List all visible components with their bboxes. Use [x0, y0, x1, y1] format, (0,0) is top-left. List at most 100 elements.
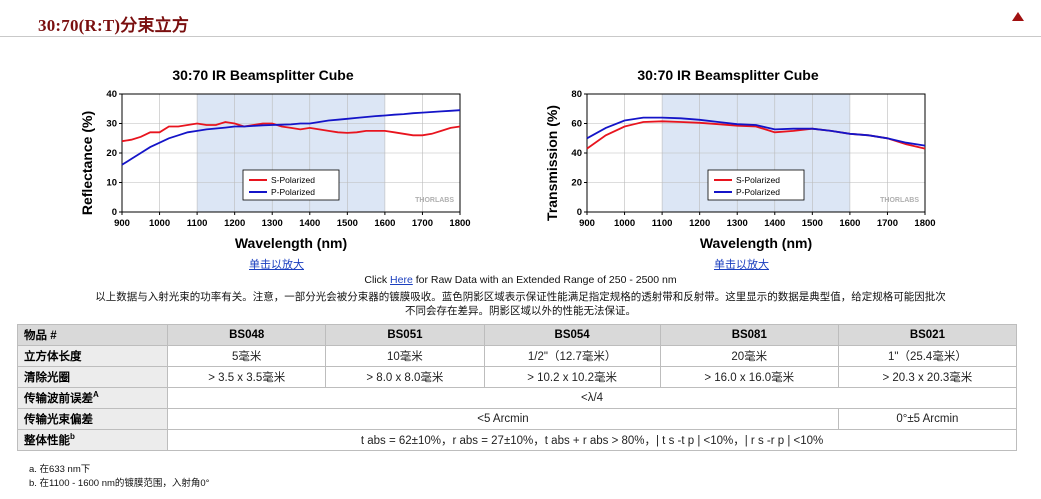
raw-data-note: Click Here for Raw Data with an Extended…	[0, 274, 1041, 286]
x-tick-label: 1300	[262, 218, 283, 229]
y-tick-label: 0	[577, 207, 582, 218]
row-label-text: 传输波前误差	[24, 393, 93, 405]
raw-data-link[interactable]: Here	[390, 274, 413, 286]
table-cell: 10毫米	[325, 345, 485, 367]
y-tick-label: 40	[106, 89, 117, 100]
chart-title: 30:70 IR Beamsplitter Cube	[637, 67, 818, 83]
x-tick-label: 900	[579, 218, 595, 229]
thorlabs-watermark: THORLABS	[415, 197, 454, 204]
y-tick-label: 60	[571, 119, 582, 130]
row-label: 整体性能b	[16, 429, 169, 451]
legend-label: P-Polarized	[271, 187, 315, 197]
legend-box	[242, 169, 340, 201]
footnote-marker: b	[70, 432, 75, 442]
table-cell: > 8.0 x 8.0毫米	[325, 366, 485, 388]
y-tick-label: 20	[106, 148, 117, 159]
table-header-cell: BS021	[837, 324, 1018, 346]
x-tick-label: 1400	[764, 218, 785, 229]
table-cell: <5 Arcmin	[167, 408, 839, 430]
legend-label: S-Polarized	[271, 175, 315, 185]
spec-table: 物品 # BS048 BS051 BS054 BS081 BS021 立方体长度…	[16, 324, 1018, 451]
y-axis-label: Transmission (%)	[544, 105, 560, 221]
x-axis-label: Wavelength (nm)	[235, 235, 347, 251]
row-label: 传输光束偏差	[16, 408, 169, 430]
legend-box	[707, 169, 805, 201]
chart-svg: 30:70 IR Beamsplitter Cube 0 10 20 30 40 900 10…	[79, 67, 471, 251]
table-cell: > 10.2 x 10.2毫米	[483, 366, 661, 388]
reflectance-chart: 30:70 IR Beamsplitter Cube 0 10 20 30 40 900 10…	[72, 62, 492, 272]
plot-frame	[586, 93, 926, 213]
table-row: 清除光圈 > 3.5 x 3.5毫米 > 8.0 x 8.0毫米 > 10.2 …	[16, 366, 1018, 388]
y-axis-label: Reflectance (%)	[79, 111, 95, 215]
table-header-cell: BS048	[167, 324, 327, 346]
x-tick-label: 1300	[727, 218, 748, 229]
section-header: 30:70(R:T)分束立方	[0, 0, 1041, 37]
thorlabs-watermark: THORLABS	[880, 197, 919, 204]
x-tick-label: 1800	[449, 218, 470, 229]
legend-label: S-Polarized	[736, 175, 780, 185]
table-row: 传输波前误差A <λ/4	[16, 387, 1017, 409]
table-row: 整体性能b t abs = 62±10%，r abs = 27±10%，t ab…	[16, 429, 1017, 451]
x-tick-label: 900	[114, 218, 130, 229]
table-row: 传输光束偏差 <5 Arcmin 0°±5 Arcmin	[16, 408, 1018, 430]
row-label: 传输波前误差A	[16, 387, 169, 409]
data-description-line1: 以上数据与入射光束的功率有关。注意，一部分光会被分束器的镀膜吸收。蓝色阴影区域表…	[95, 291, 946, 303]
table-header-cell: BS054	[483, 324, 661, 346]
footnote-b: b. 在1100 - 1600 nm的镀膜范围，入射角0°	[29, 478, 210, 489]
table-cell: > 20.3 x 20.3毫米	[837, 366, 1018, 388]
table-header-cell: BS051	[325, 324, 485, 346]
collapse-arrow-icon[interactable]	[1012, 12, 1024, 21]
table-cell: t abs = 62±10%，r abs = 27±10%，t abs + r …	[167, 429, 1017, 451]
table-cell: > 3.5 x 3.5毫米	[167, 366, 327, 388]
x-tick-label: 1500	[802, 218, 823, 229]
y-tick-label: 20	[571, 178, 582, 189]
x-tick-label: 1800	[914, 218, 935, 229]
raw-data-suffix: for Raw Data with an Extended Range of 2…	[412, 274, 677, 286]
footnote-marker: A	[93, 390, 99, 400]
legend-label: P-Polarized	[736, 187, 780, 197]
enlarge-link-reflectance[interactable]: 单击以放大	[249, 259, 304, 271]
x-tick-label: 1500	[337, 218, 358, 229]
table-cell: 1"（25.4毫米）	[837, 345, 1018, 367]
table-header-cell: 物品 #	[16, 324, 169, 346]
y-tick-label: 80	[571, 89, 582, 100]
x-tick-label: 1200	[689, 218, 710, 229]
x-tick-label: 1100	[652, 218, 673, 229]
x-tick-label: 1100	[187, 218, 208, 229]
table-row: 立方体长度 5毫米 10毫米 1/2"（12.7毫米） 20毫米 1"（25.4…	[16, 345, 1018, 367]
x-tick-label: 1000	[614, 218, 635, 229]
plot-frame	[121, 93, 461, 213]
series-line-p-polarized	[121, 109, 461, 166]
table-cell: 20毫米	[659, 345, 839, 367]
series-line-p-polarized	[586, 116, 926, 147]
x-tick-label: 1700	[877, 218, 898, 229]
y-tick-label: 30	[106, 119, 117, 130]
table-cell: 1/2"（12.7毫米）	[483, 345, 661, 367]
x-tick-label: 1600	[839, 218, 860, 229]
x-tick-label: 1000	[149, 218, 170, 229]
row-label-text: 整体性能	[24, 435, 70, 447]
series-line-s-polarized	[121, 121, 461, 143]
enlarge-link-transmission[interactable]: 单击以放大	[714, 259, 769, 271]
y-tick-label: 0	[112, 207, 117, 218]
table-cell: <λ/4	[167, 387, 1017, 409]
chart-title: 30:70 IR Beamsplitter Cube	[172, 67, 353, 83]
table-cell: 0°±5 Arcmin	[837, 408, 1018, 430]
row-label: 清除光圈	[16, 366, 169, 388]
x-tick-label: 1400	[299, 218, 320, 229]
row-label: 立方体长度	[16, 345, 169, 367]
chart-svg: 30:70 IR Beamsplitter Cube 0 20 40 60 80 900 10…	[544, 67, 936, 251]
data-description-line2: 不同会存在差异。阴影区域以外的性能无法保证。	[405, 305, 636, 317]
table-cell: > 16.0 x 16.0毫米	[659, 366, 839, 388]
footnote-a: a. 在633 nm下	[29, 464, 91, 475]
y-tick-label: 40	[571, 148, 582, 159]
table-cell: 5毫米	[167, 345, 327, 367]
table-header-row: 物品 # BS048 BS051 BS054 BS081 BS021	[16, 324, 1018, 346]
x-axis-label: Wavelength (nm)	[700, 235, 812, 251]
x-tick-label: 1700	[412, 218, 433, 229]
section-title: 30:70(R:T)分束立方	[38, 16, 190, 35]
x-tick-label: 1200	[224, 218, 245, 229]
transmission-chart: 30:70 IR Beamsplitter Cube 0 20 40 60 80 900 10…	[537, 62, 957, 272]
table-header-cell: BS081	[659, 324, 839, 346]
raw-data-prefix: Click	[364, 274, 391, 286]
